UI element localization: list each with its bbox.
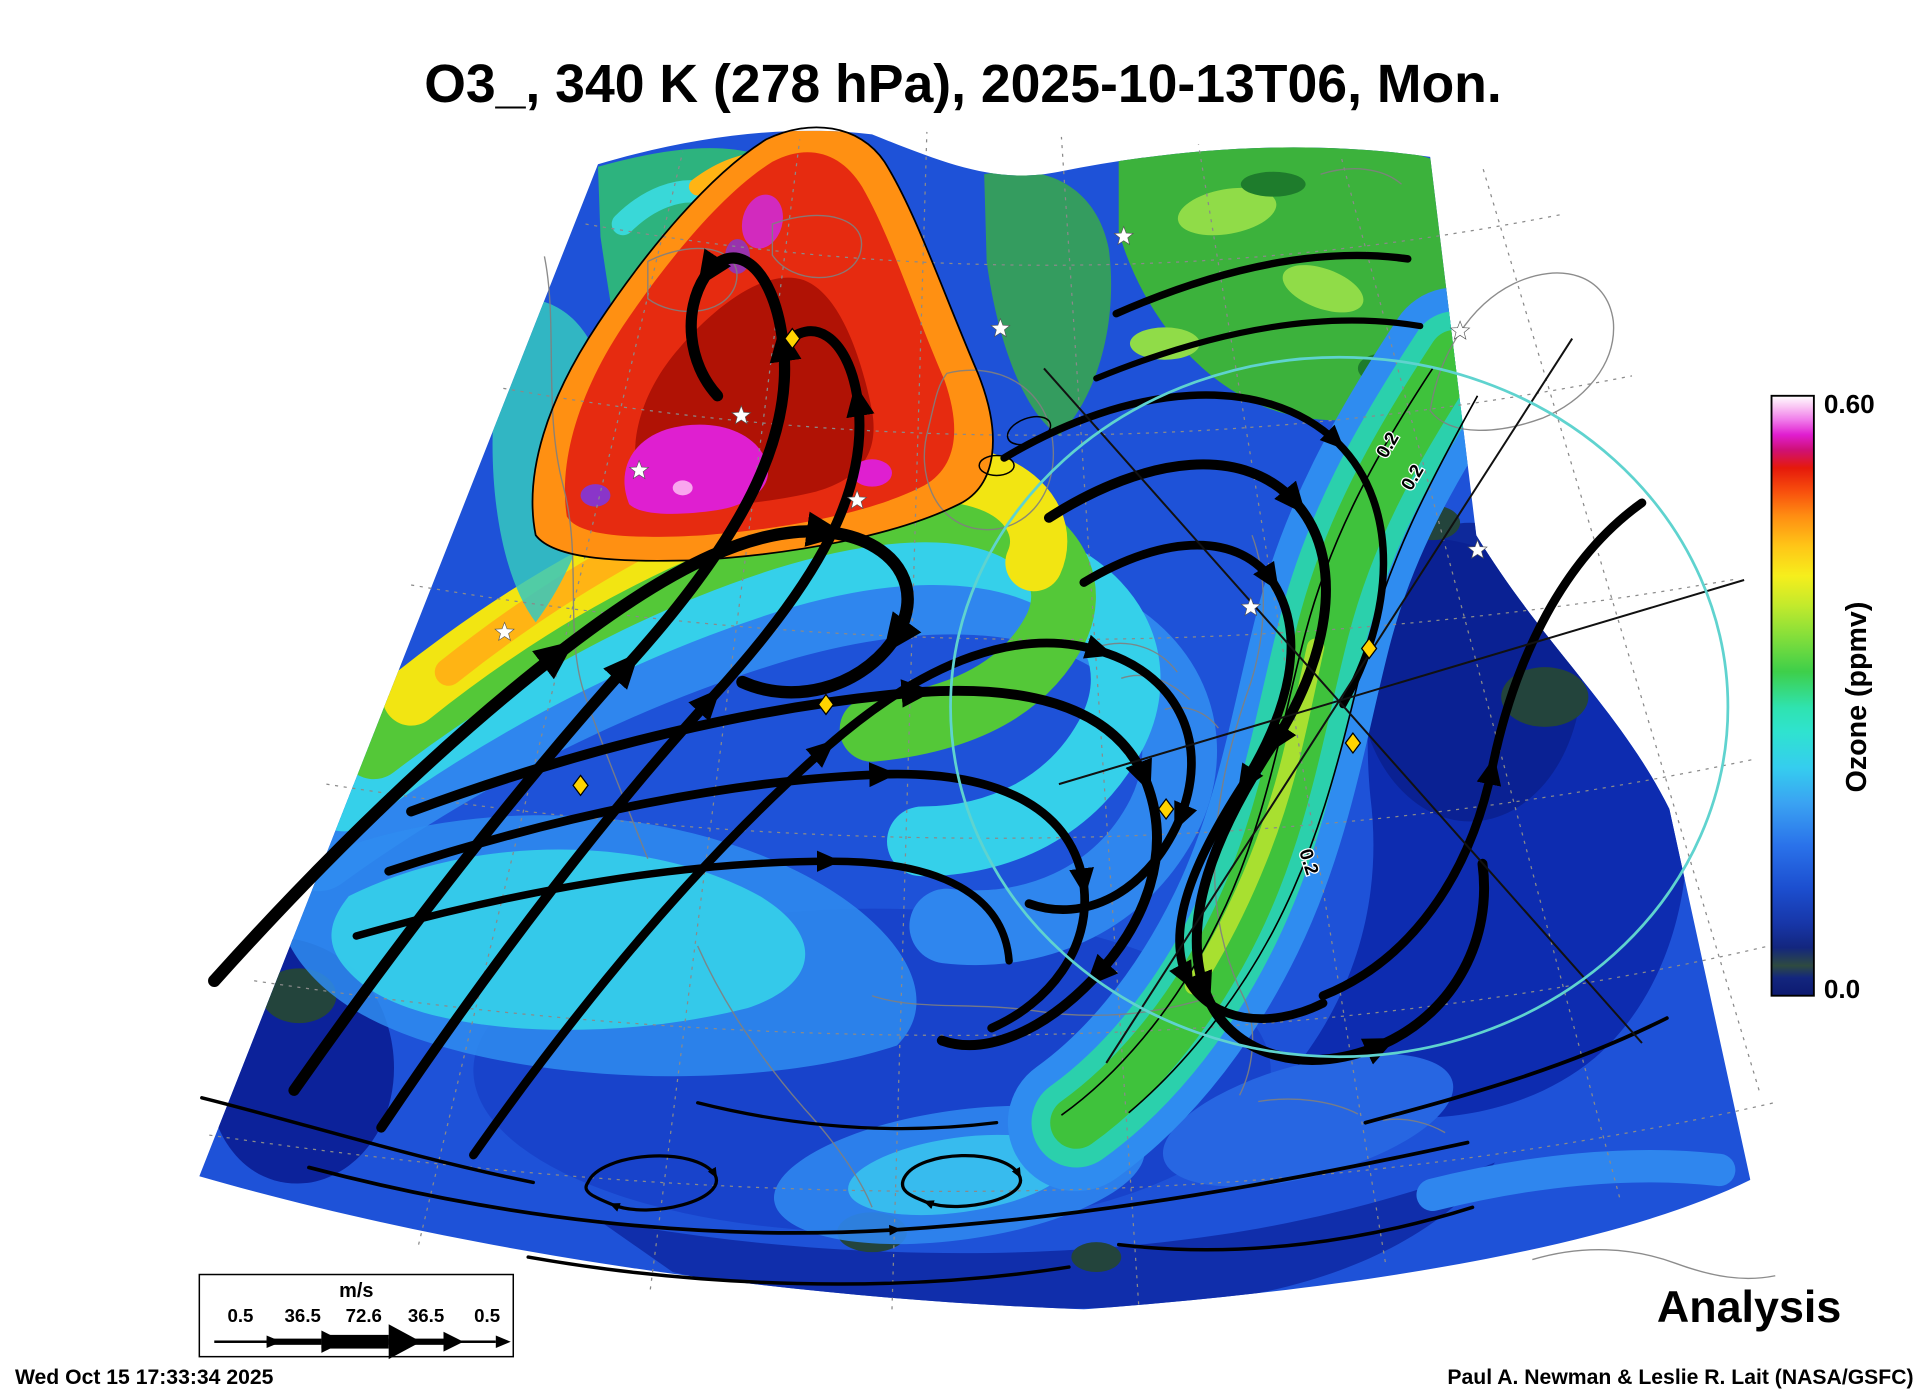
range-circle (949, 355, 1730, 1059)
colorbar-axis-label: Ozone (ppmv) (1841, 602, 1873, 793)
wind-speed-value: 0.5 (474, 1305, 500, 1326)
wind-legend-units: m/s (339, 1280, 373, 1302)
wind-speed-value: 72.6 (346, 1305, 382, 1326)
colorbar-max-label: 0.60 (1824, 389, 1875, 419)
plot-title: O3_, 340 K (278 hPa), 2025-10-13T06, Mon… (424, 55, 1502, 114)
colorbar-gradient (1770, 394, 1815, 997)
wind-speed-legend: m/s 0.5 36.5 72.6 36.5 0.5 (198, 1273, 515, 1360)
credit-text: Paul A. Newman & Leslie R. Lait (NASA/GS… (1447, 1366, 1913, 1389)
wind-speed-value: 0.5 (227, 1305, 253, 1326)
colorbar-min-label: 0.0 (1824, 974, 1860, 1004)
plot-timestamp: Wed Oct 15 17:33:34 2025 (15, 1366, 274, 1389)
station-overlay (949, 338, 1745, 1064)
wind-scale-arrow (214, 1324, 511, 1360)
azimuth-line (1043, 367, 1643, 1044)
wind-speed-value: 36.5 (285, 1305, 321, 1326)
azimuth-line (1058, 579, 1745, 786)
colorbar: 0.60 0.0 Ozone (ppmv) (1770, 389, 1875, 1004)
wind-speed-value: 36.5 (408, 1305, 444, 1326)
streamlines (200, 248, 1669, 1286)
analysis-label: Analysis (1657, 1282, 1841, 1332)
